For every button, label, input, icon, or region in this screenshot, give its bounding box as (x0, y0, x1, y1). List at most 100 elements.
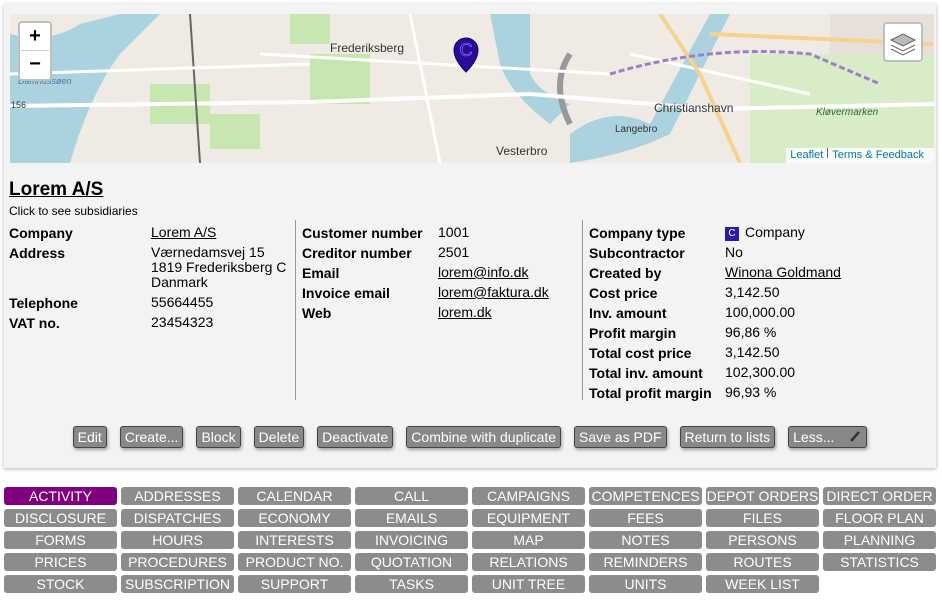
tab[interactable]: ECONOMY (238, 509, 351, 527)
tab[interactable]: FILES (706, 509, 819, 527)
tab[interactable]: DEPOT ORDERS (706, 487, 819, 505)
tab[interactable]: STATISTICS (823, 553, 936, 571)
map[interactable]: Frederiksberg Vesterbro Christianshavn L… (10, 14, 934, 163)
field-text: 102,300.00 (725, 364, 796, 380)
button[interactable]: Return to lists (679, 426, 776, 448)
tab[interactable]: TASKS (355, 575, 468, 593)
field-value: 96,93 % (725, 385, 776, 400)
tab[interactable]: SUPPORT (238, 575, 351, 593)
field-label: Customer number (302, 225, 423, 241)
tab[interactable]: WEEK LIST (706, 575, 819, 593)
tab[interactable]: MAP (472, 531, 585, 549)
button-label: Create... (124, 429, 179, 445)
tab[interactable]: FORMS (4, 531, 117, 549)
button[interactable]: Deactivate (317, 426, 394, 448)
field-value: 100,000.00 (725, 305, 795, 320)
button[interactable]: Delete (253, 426, 305, 448)
tab[interactable]: PERSONS (706, 531, 819, 549)
divider (582, 220, 583, 400)
zoom-out[interactable]: − (21, 51, 49, 78)
field-text: 1819 Frederiksberg C (151, 259, 287, 275)
tab[interactable]: COMPETENCES (589, 487, 702, 505)
tab[interactable]: PROCEDURES (121, 553, 234, 571)
field-link[interactable]: Lorem A/S (151, 224, 217, 240)
tab[interactable]: DISPATCHES (121, 509, 234, 527)
tab[interactable]: RELATIONS (472, 553, 585, 571)
tab[interactable]: CALL (355, 487, 468, 505)
zoom-in[interactable]: + (21, 23, 49, 51)
button-label: Less... (793, 429, 835, 445)
field-link[interactable]: lorem@faktura.dk (438, 284, 549, 300)
button-label: Delete (258, 429, 300, 445)
field-label: Total cost price (589, 345, 692, 361)
field-value: lorem.dk (438, 305, 492, 320)
field-value: 3,142.50 (725, 285, 780, 300)
tab[interactable]: NOTES (589, 531, 702, 549)
tab[interactable]: CAMPAIGNS (472, 487, 585, 505)
button[interactable]: Combine with duplicate (406, 426, 562, 448)
field-text: 2501 (438, 244, 470, 260)
tab[interactable]: ADDRESSES (121, 487, 234, 505)
tab[interactable]: EQUIPMENT (472, 509, 585, 527)
tab-bar: ACTIVITY ADDRESSES CALENDAR CALL CAMPAIGNS CO… (4, 487, 936, 593)
tab[interactable]: CALENDAR (238, 487, 351, 505)
tab[interactable]: UNIT TREE (472, 575, 585, 593)
map-marker[interactable] (453, 37, 479, 73)
attribution-link[interactable]: Terms & Feedback (832, 149, 924, 161)
attribution-link[interactable]: Leaflet (790, 149, 824, 161)
map-label: Vesterbro (496, 144, 548, 158)
type-badge: C (725, 227, 739, 241)
button-label: Save as PDF (579, 429, 662, 445)
field-text: 3,142.50 (725, 344, 780, 360)
field-link[interactable]: lorem.dk (438, 304, 492, 320)
tab[interactable]: HOURS (121, 531, 234, 549)
subtitle[interactable]: Click to see subsidiaries (9, 204, 138, 218)
zoom-control: + − (18, 21, 52, 81)
field-label: Inv. amount (589, 305, 667, 321)
field-text: 100,000.00 (725, 304, 796, 320)
tab[interactable]: FEES (589, 509, 702, 527)
tab[interactable]: PLANNING (823, 531, 936, 549)
button-label: Deactivate (322, 429, 389, 445)
field-link[interactable]: lorem@info.dk (438, 264, 529, 280)
tab[interactable]: DIRECT ORDER (823, 487, 936, 505)
button-label: Edit (77, 429, 102, 445)
field-link[interactable]: Winona Goldmand (725, 264, 841, 280)
field-label: Created by (589, 265, 662, 281)
tab[interactable]: DISCLOSURE (4, 509, 117, 527)
button[interactable]: Save as PDF (574, 426, 667, 448)
field-text: Company (745, 224, 805, 240)
button[interactable]: Block (196, 426, 241, 448)
tab[interactable]: STOCK (4, 575, 117, 593)
tab[interactable]: REMINDERS (589, 553, 702, 571)
map-label: 156 (11, 100, 26, 110)
tab[interactable]: FLOOR PLAN (823, 509, 936, 527)
tab[interactable]: PRODUCT NO. (238, 553, 351, 571)
attribution: Leaflet Terms & Feedback (786, 148, 934, 163)
field-value: 96,86 % (725, 325, 776, 340)
button[interactable]: Create... (119, 426, 184, 448)
tab[interactable]: EMAILS (355, 509, 468, 527)
button[interactable]: Edit (72, 426, 107, 448)
tab[interactable]: PRICES (4, 553, 117, 571)
field-value: 3,142.50 (725, 345, 780, 360)
button[interactable]: Less... (788, 426, 868, 448)
layers-control[interactable] (883, 22, 923, 62)
tab[interactable]: INVOICING (355, 531, 468, 549)
field-value: 1001 (438, 225, 469, 240)
tab[interactable]: UNITS (589, 575, 702, 593)
tab[interactable]: SUBSCRIPTION (121, 575, 234, 593)
field-label: Company type (589, 225, 686, 241)
field-label: Total inv. amount (589, 365, 703, 381)
tab[interactable]: QUOTATION (355, 553, 468, 571)
company-title[interactable]: Lorem A/S (9, 179, 104, 200)
field-value: C Company (725, 225, 805, 241)
tab[interactable]: INTERESTS (238, 531, 351, 549)
field-value: 55664455 (151, 295, 213, 310)
tab[interactable]: ACTIVITY (4, 487, 117, 505)
field-value: Winona Goldmand (725, 265, 841, 280)
field-value: 102,300.00 (725, 365, 795, 380)
field-label: Creditor number (302, 245, 412, 261)
tab[interactable]: ROUTES (706, 553, 819, 571)
